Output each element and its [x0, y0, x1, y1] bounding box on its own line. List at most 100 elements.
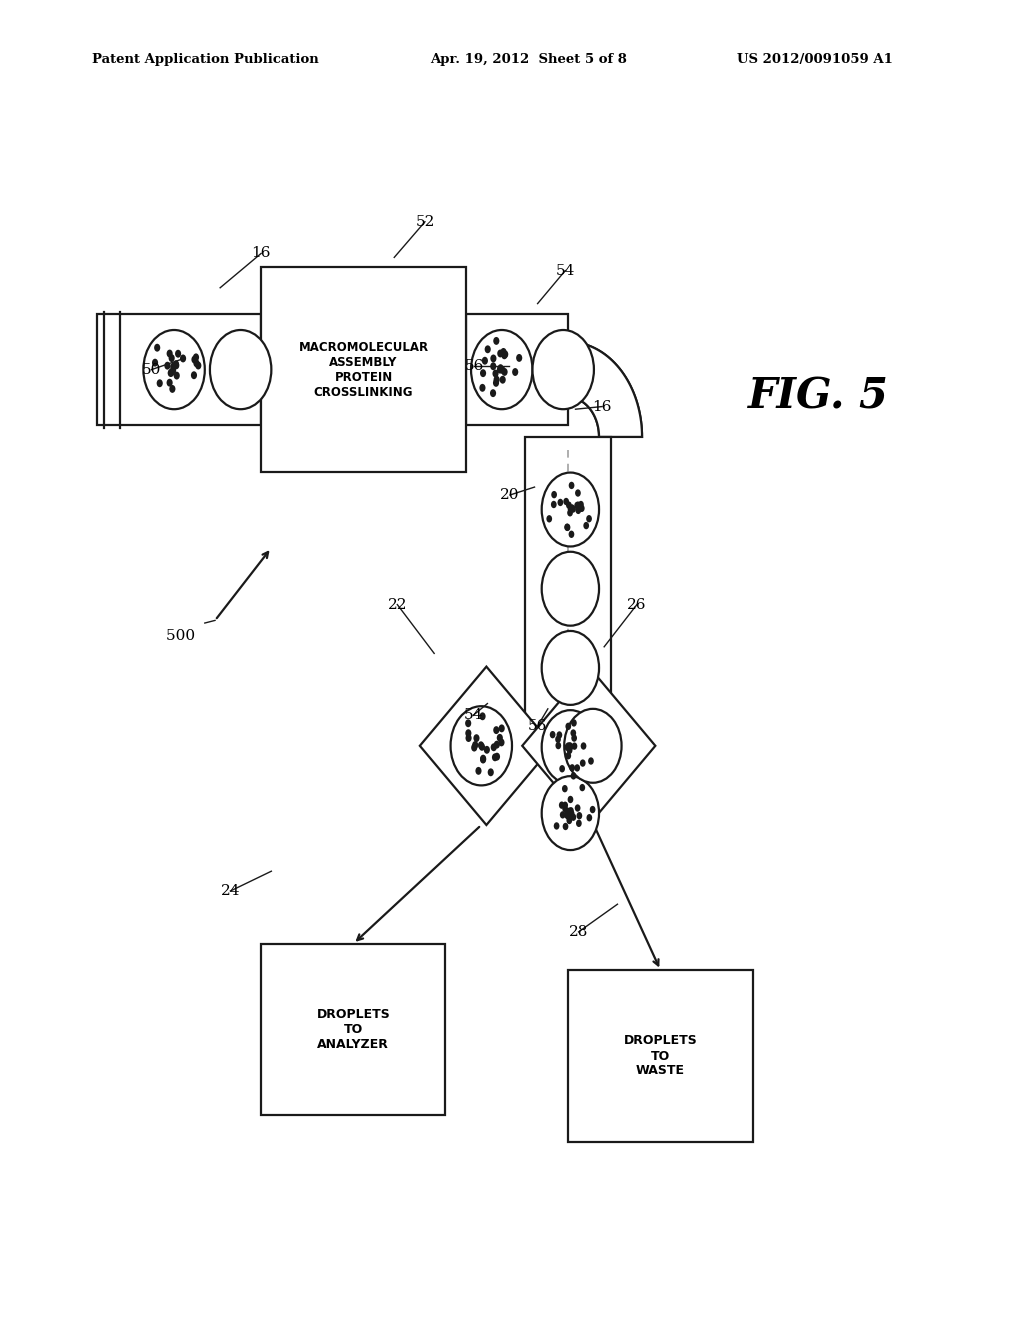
Circle shape — [487, 768, 494, 776]
Circle shape — [581, 742, 587, 750]
Circle shape — [494, 752, 500, 760]
Circle shape — [502, 351, 508, 359]
Circle shape — [502, 368, 508, 376]
Circle shape — [498, 364, 504, 372]
Circle shape — [191, 355, 198, 363]
Circle shape — [565, 722, 571, 730]
Circle shape — [567, 743, 573, 751]
Circle shape — [557, 499, 563, 506]
Circle shape — [550, 731, 555, 738]
Circle shape — [562, 805, 568, 813]
Circle shape — [568, 810, 574, 817]
Circle shape — [493, 370, 499, 378]
Circle shape — [542, 710, 599, 784]
Circle shape — [570, 730, 577, 737]
Circle shape — [564, 524, 570, 531]
Circle shape — [167, 350, 173, 358]
Circle shape — [575, 502, 582, 510]
Text: Patent Application Publication: Patent Application Publication — [92, 53, 318, 66]
Polygon shape — [97, 314, 261, 425]
Text: 16: 16 — [592, 400, 612, 413]
Text: DROPLETS
TO
ANALYZER: DROPLETS TO ANALYZER — [316, 1008, 390, 1051]
Circle shape — [173, 362, 179, 370]
Circle shape — [157, 379, 163, 387]
Circle shape — [479, 384, 485, 392]
Circle shape — [563, 498, 569, 506]
Circle shape — [502, 350, 508, 358]
Circle shape — [194, 359, 200, 367]
Circle shape — [567, 796, 573, 803]
Circle shape — [143, 330, 205, 409]
Circle shape — [551, 500, 557, 508]
Circle shape — [542, 776, 599, 850]
Circle shape — [560, 812, 565, 818]
Text: 52: 52 — [416, 215, 434, 228]
Circle shape — [575, 507, 582, 513]
Circle shape — [570, 772, 577, 780]
Circle shape — [465, 729, 471, 737]
Circle shape — [555, 742, 561, 750]
Circle shape — [571, 734, 577, 742]
Circle shape — [564, 743, 570, 751]
Circle shape — [542, 473, 599, 546]
Circle shape — [501, 348, 507, 356]
Text: 16: 16 — [251, 247, 271, 260]
Circle shape — [169, 354, 175, 362]
Circle shape — [489, 389, 496, 397]
Circle shape — [568, 482, 574, 490]
Circle shape — [551, 491, 557, 499]
Circle shape — [575, 490, 581, 496]
Circle shape — [567, 810, 573, 818]
Text: 54: 54 — [464, 709, 482, 722]
Circle shape — [484, 346, 490, 354]
Circle shape — [579, 504, 585, 512]
Circle shape — [492, 754, 498, 762]
Circle shape — [479, 743, 485, 751]
Circle shape — [568, 807, 573, 814]
Circle shape — [494, 376, 500, 384]
Circle shape — [579, 500, 584, 508]
Text: 56: 56 — [528, 719, 547, 733]
Circle shape — [169, 385, 175, 393]
Circle shape — [196, 362, 202, 370]
Polygon shape — [522, 667, 655, 825]
Circle shape — [479, 713, 485, 721]
Circle shape — [590, 807, 596, 813]
Circle shape — [180, 355, 186, 363]
Circle shape — [562, 822, 568, 830]
Circle shape — [465, 719, 471, 727]
Circle shape — [566, 747, 572, 754]
Circle shape — [493, 379, 499, 387]
FancyBboxPatch shape — [489, 335, 573, 444]
Circle shape — [497, 734, 503, 742]
Text: FIG. 5: FIG. 5 — [748, 375, 889, 417]
Circle shape — [547, 515, 552, 523]
Text: 22: 22 — [387, 598, 408, 611]
Circle shape — [570, 813, 577, 821]
FancyBboxPatch shape — [568, 970, 753, 1142]
Circle shape — [565, 742, 571, 750]
Circle shape — [565, 752, 571, 759]
Circle shape — [174, 372, 180, 380]
Circle shape — [574, 764, 580, 772]
Circle shape — [575, 820, 582, 828]
Text: DROPLETS
TO
WASTE: DROPLETS TO WASTE — [624, 1035, 697, 1077]
FancyBboxPatch shape — [261, 944, 445, 1115]
Circle shape — [580, 759, 586, 767]
Polygon shape — [466, 314, 568, 425]
Text: 26: 26 — [627, 598, 647, 611]
Circle shape — [574, 502, 580, 510]
Text: US 2012/0091059 A1: US 2012/0091059 A1 — [737, 53, 893, 66]
Text: 20: 20 — [500, 488, 520, 502]
Circle shape — [498, 350, 504, 358]
Circle shape — [555, 735, 561, 743]
Circle shape — [587, 814, 592, 821]
Circle shape — [567, 742, 572, 750]
Circle shape — [152, 359, 158, 367]
Circle shape — [497, 366, 503, 374]
Circle shape — [494, 337, 500, 345]
FancyBboxPatch shape — [261, 267, 466, 473]
Circle shape — [566, 817, 572, 824]
Text: 56: 56 — [465, 359, 483, 372]
Circle shape — [168, 368, 174, 376]
